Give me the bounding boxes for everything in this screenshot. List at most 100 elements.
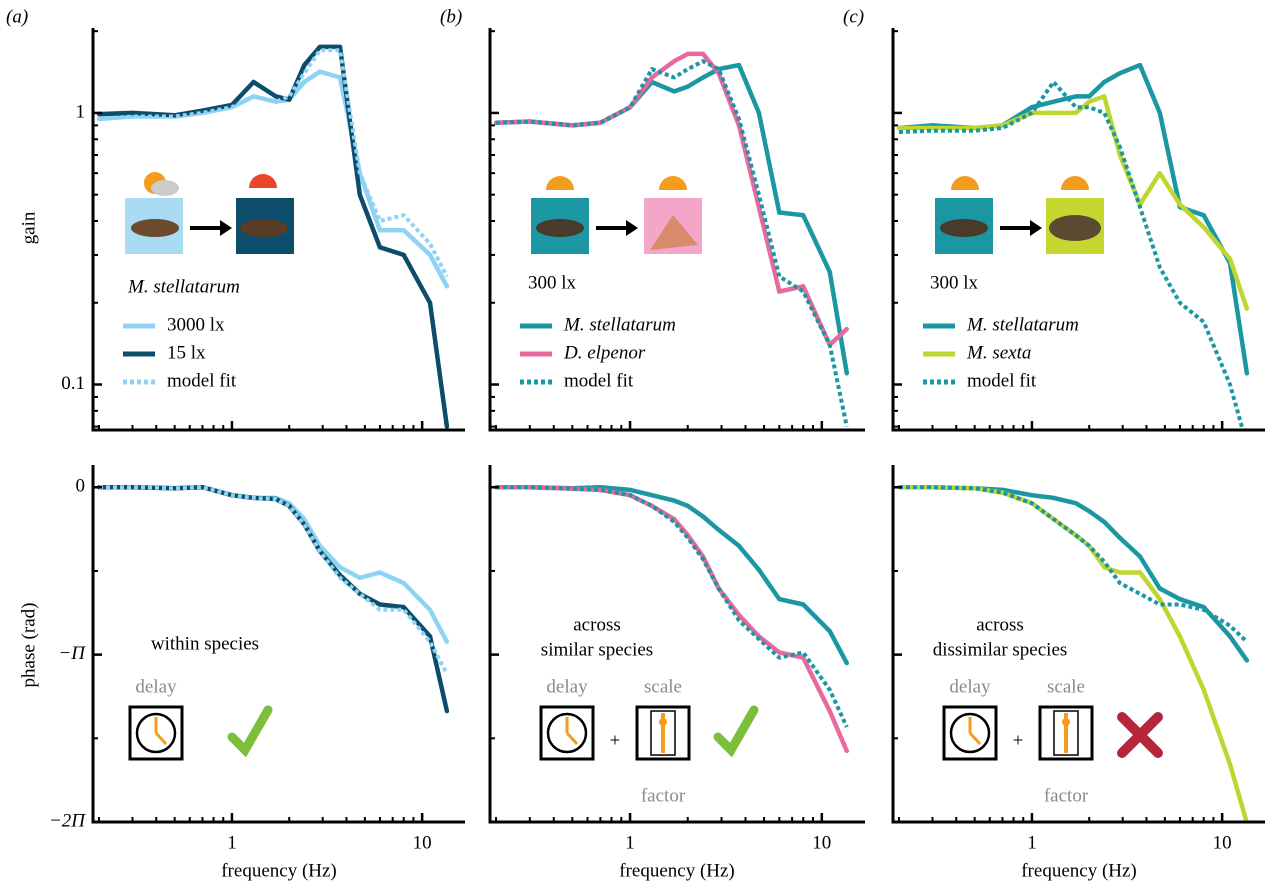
annotation: similar species (541, 639, 653, 660)
point (1029, 493, 1035, 498)
y-tick-label: −2Π (49, 810, 86, 831)
x-tick-label: 1 (227, 832, 237, 853)
panel-label: (c) (843, 6, 864, 27)
point (317, 44, 323, 50)
point (736, 612, 742, 618)
point (930, 485, 935, 490)
point (172, 486, 177, 491)
plot-area (96, 44, 450, 429)
annotation: delay (949, 676, 991, 697)
point (827, 269, 832, 275)
point (200, 485, 205, 490)
point (1201, 213, 1206, 218)
annotation: factor (1044, 785, 1089, 806)
point (1227, 762, 1233, 767)
series-line (495, 51, 849, 348)
x-tick-label: 10 (1213, 832, 1232, 853)
y-tick-label: 0.1 (61, 373, 85, 394)
point (1117, 71, 1123, 76)
point (716, 527, 721, 533)
point (302, 62, 307, 68)
annotation: + (1013, 730, 1024, 751)
point (649, 75, 655, 80)
point (1137, 570, 1143, 575)
point (930, 125, 935, 131)
annotation: + (610, 730, 621, 751)
point (844, 748, 849, 754)
annotation: factor (641, 785, 686, 806)
legend-label: M. sexta (966, 342, 1031, 363)
y-tick-label: 1 (76, 101, 86, 122)
series-line (496, 485, 849, 728)
point (377, 245, 383, 250)
x-axis-title: frequency (Hz) (1021, 860, 1137, 881)
point (777, 596, 782, 602)
point (1157, 596, 1162, 602)
annotation: 300 lx (528, 272, 577, 293)
point (1244, 658, 1250, 663)
point (1073, 110, 1078, 116)
point (777, 289, 782, 294)
panel-label: (b) (440, 6, 462, 27)
x-tick-label: 10 (812, 832, 831, 853)
point (685, 84, 690, 89)
point (401, 580, 406, 586)
point (337, 564, 343, 570)
point (672, 59, 677, 64)
point (844, 326, 849, 332)
point (777, 210, 782, 215)
point (756, 110, 762, 116)
point (1051, 110, 1056, 116)
point (844, 371, 849, 376)
series-line (899, 484, 1249, 662)
point (273, 94, 278, 99)
series-line (899, 94, 1250, 310)
y-axis-title: phase (rad) (18, 603, 39, 688)
point (777, 650, 782, 655)
point (427, 607, 433, 612)
panel-label: (a) (6, 6, 28, 27)
series-line (899, 485, 1249, 644)
point (444, 284, 450, 289)
legend-label: model fit (564, 370, 634, 391)
point (1157, 586, 1162, 591)
point (1102, 79, 1107, 85)
point (401, 252, 406, 258)
point (972, 486, 977, 491)
point (649, 493, 655, 498)
series-line (99, 485, 449, 675)
x-tick-label: 1 (625, 832, 635, 853)
point (357, 575, 362, 581)
point (286, 97, 292, 102)
point (1086, 94, 1092, 99)
point (251, 79, 256, 85)
point (357, 192, 362, 197)
point (1117, 570, 1123, 575)
point (1227, 256, 1233, 262)
point (401, 604, 406, 610)
point (527, 485, 533, 490)
legend-label: M. stellatarum (563, 314, 676, 335)
point (700, 75, 706, 80)
point (1157, 170, 1162, 176)
plot-area (493, 51, 850, 428)
series-line (496, 484, 849, 665)
annotation: delay (135, 676, 177, 697)
x-axis-title: frequency (Hz) (619, 860, 735, 881)
point (444, 424, 450, 429)
point (700, 51, 706, 57)
legend-label: 15 lx (167, 342, 206, 363)
annotation: scale (1047, 676, 1085, 697)
annotation: delay (546, 676, 588, 697)
point (700, 514, 706, 519)
point (1227, 634, 1233, 639)
plot-area (493, 484, 849, 754)
point (377, 602, 383, 607)
point (1051, 99, 1056, 104)
y-axis-title: gain (18, 211, 39, 244)
annotation: scale (644, 676, 682, 697)
point (685, 51, 690, 57)
annotation: dissimilar species (933, 639, 1068, 660)
point (1157, 110, 1162, 116)
point (1102, 94, 1107, 99)
